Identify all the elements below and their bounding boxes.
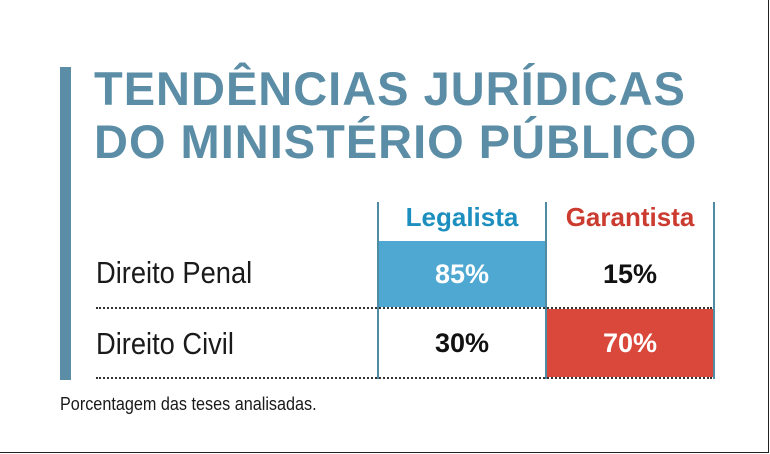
row-separator-1 — [96, 307, 712, 309]
row-label-direito-civil: Direito Civil — [96, 326, 234, 361]
column-divider-right — [713, 202, 715, 379]
column-header-garantista: Garantista — [565, 202, 695, 232]
column-divider-middle — [545, 202, 547, 379]
cell-direito-civil-legalista: 30% — [379, 309, 545, 377]
footnote: Porcentagem das teses analisadas. — [60, 394, 317, 414]
column-header-legalista: Legalista — [405, 202, 519, 232]
row-label-direito-penal: Direito Penal — [96, 255, 253, 290]
title-line-1: TENDÊNCIAS JURÍDICAS — [94, 62, 686, 115]
cell-direito-penal-garantista: 15% — [547, 241, 713, 307]
row-separator-2 — [96, 377, 712, 379]
column-divider-left — [377, 202, 379, 379]
title-line-2: DO MINISTÉRIO PÚBLICO — [94, 115, 698, 168]
chart-title: TENDÊNCIAS JURÍDICAS DO MINISTÉRIO PÚBLI… — [94, 62, 754, 168]
cell-direito-penal-legalista: 85% — [379, 241, 545, 307]
accent-bar — [60, 67, 71, 380]
cell-direito-civil-garantista: 70% — [547, 309, 713, 377]
